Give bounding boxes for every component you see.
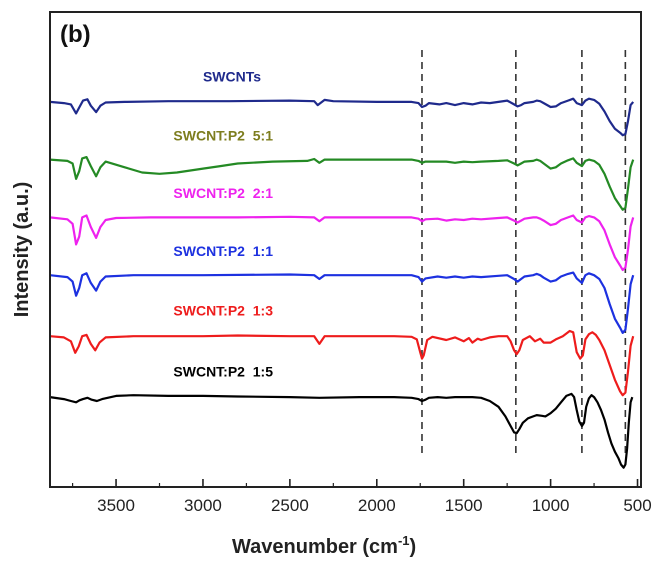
series-line-3 [49, 271, 635, 334]
series-line-0 [49, 97, 635, 137]
series-label-2: SWCNT:P2 2:1 [173, 185, 273, 201]
spectra-labels: SWCNTs SWCNT:P2 5:1 SWCNT:P2 2:1 SWCNT:P2 1… [173, 68, 273, 379]
x-tick-label-6: 500 [623, 496, 651, 515]
x-axis-title-close: ) [410, 536, 417, 558]
series-label-4: SWCNT:P2 1:3 [173, 303, 273, 319]
spectra-lines [49, 97, 635, 469]
x-tick-label-2: 2500 [271, 496, 309, 515]
x-axis-ticks: 3500 3000 2500 2000 1500 1000 500 [71, 479, 652, 515]
series-label-3: SWCNT:P2 1:1 [173, 243, 273, 259]
x-tick-label-5: 1000 [532, 496, 570, 515]
series-line-1 [49, 156, 635, 211]
x-tick-label-3: 2000 [358, 496, 396, 515]
x-axis-title-main: Wavenumber (cm [232, 536, 398, 558]
reference-lines [421, 50, 627, 453]
x-tick-label-1: 3000 [184, 496, 222, 515]
series-line-4 [49, 329, 635, 397]
series-label-0: SWCNTs [203, 68, 261, 84]
x-tick-label-0: 3500 [97, 496, 135, 515]
x-tick-label-4: 1500 [445, 496, 483, 515]
x-axis-title-superscript: -1 [398, 533, 410, 548]
x-axis-title: Wavenumber (cm-1) [232, 533, 416, 558]
series-line-5 [49, 392, 634, 469]
panel-label: (b) [60, 21, 91, 48]
plot-frame [49, 11, 642, 488]
series-label-5: SWCNT:P2 1:5 [173, 364, 273, 380]
y-axis-title: Intensity (a.u.) [11, 182, 33, 318]
series-label-1: SWCNT:P2 5:1 [173, 127, 273, 143]
series-line-2 [49, 214, 635, 272]
